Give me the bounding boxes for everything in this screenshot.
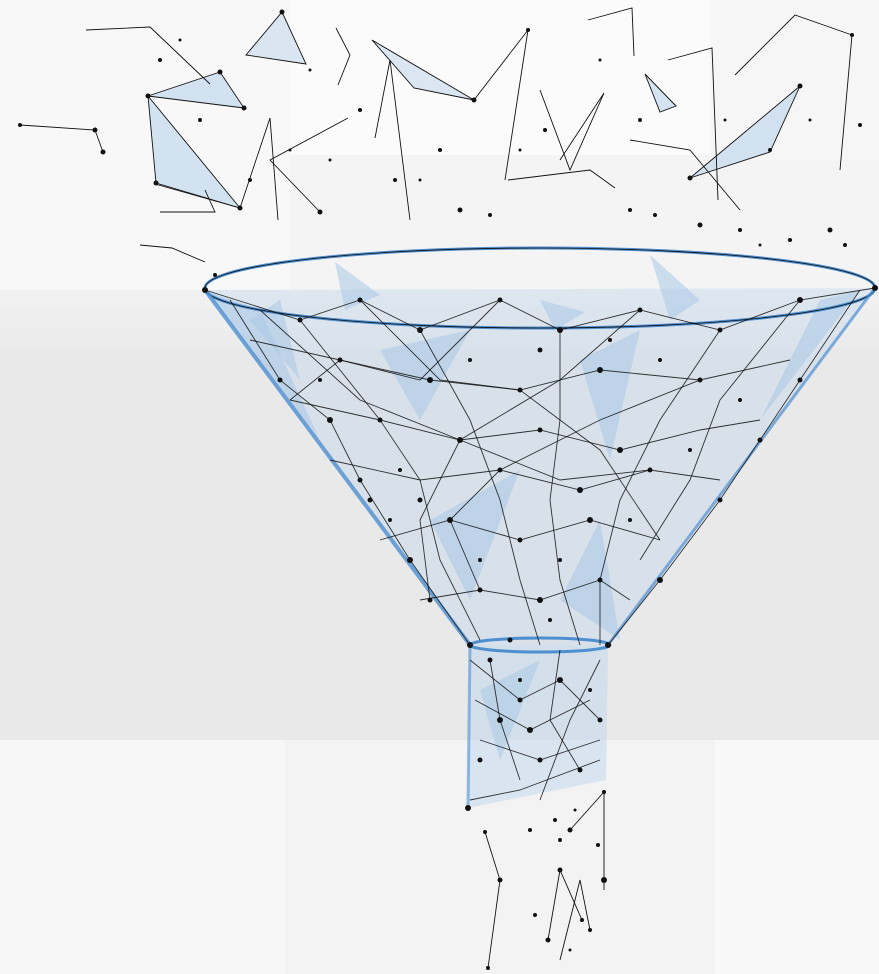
falling-shards xyxy=(484,790,605,969)
funnel-cone xyxy=(205,288,875,645)
background-panel xyxy=(710,0,879,160)
floating-shards xyxy=(19,7,853,263)
background-panel xyxy=(285,740,715,974)
background-panel xyxy=(715,740,879,974)
network-nodes xyxy=(18,9,878,970)
background-panel xyxy=(290,0,710,155)
background-panel xyxy=(0,350,879,740)
scattered-dots xyxy=(158,38,862,952)
background-panel xyxy=(0,0,290,290)
background-panel xyxy=(0,740,285,974)
